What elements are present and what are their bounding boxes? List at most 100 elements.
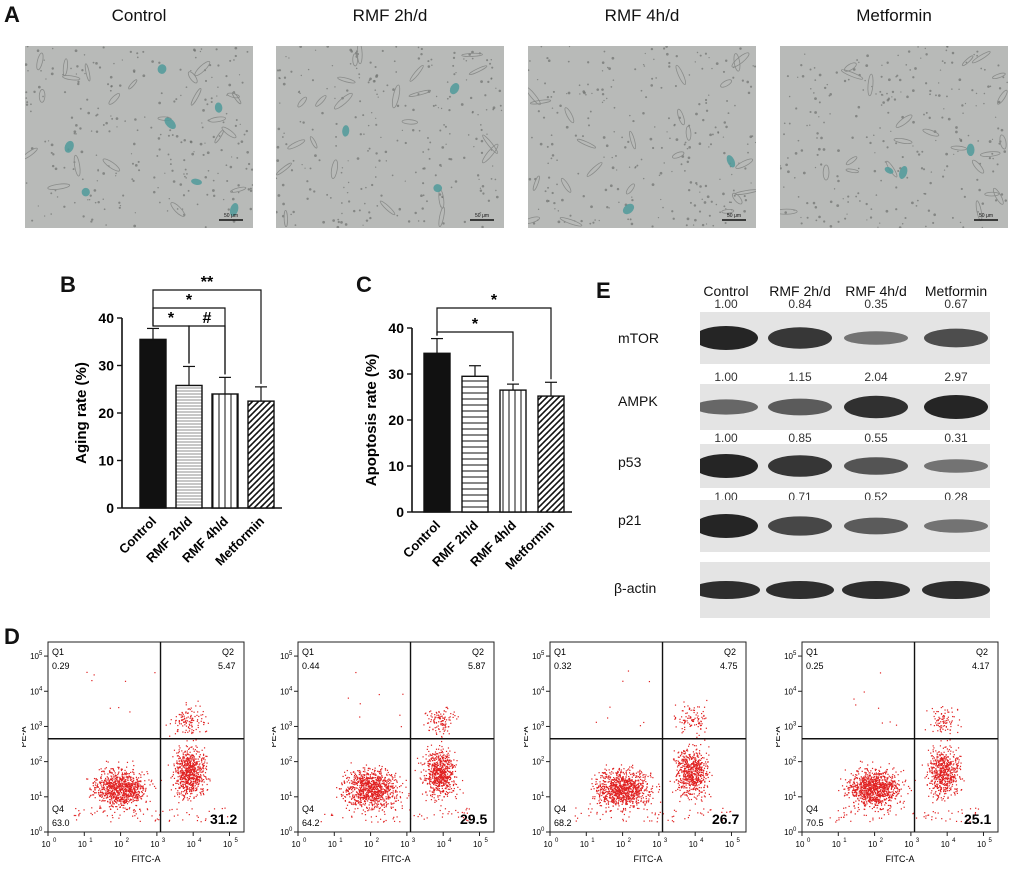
q2-value: 5.47 <box>218 661 236 671</box>
y-tick-exponent: 4 <box>39 686 43 692</box>
x-tick-label: 10 <box>904 840 913 849</box>
band <box>768 516 832 535</box>
scale-bar-label: 50 μm <box>727 213 741 219</box>
q1-value: 0.32 <box>554 661 572 671</box>
significance-bracket-3 <box>189 326 225 374</box>
y-tick-label: 40 <box>388 320 404 336</box>
x-tick-exponent: 5 <box>988 838 992 844</box>
x-tick-exponent: 2 <box>126 838 130 844</box>
y-tick-exponent: 4 <box>541 686 545 692</box>
x-tick-exponent: 4 <box>448 838 452 844</box>
x-tick-exponent: 5 <box>484 838 488 844</box>
x-tick-exponent: 1 <box>339 838 343 844</box>
y-tick-exponent: 5 <box>289 651 293 657</box>
band-value-2: 0.35 <box>846 297 906 311</box>
y-tick-exponent: 5 <box>793 651 797 657</box>
x-axis-label: FITC-A <box>886 854 915 864</box>
band-value-1: 0.85 <box>770 431 830 445</box>
band <box>924 519 988 533</box>
x-tick-exponent: 1 <box>843 838 847 844</box>
y-tick-exponent: 0 <box>541 827 545 833</box>
y-tick-exponent: 1 <box>289 792 293 798</box>
y-tick-label: 30 <box>388 366 404 382</box>
band-value-3: 0.31 <box>926 431 986 445</box>
significance-mark-0: ** <box>201 274 214 291</box>
y-tick-label: 10 <box>98 453 114 469</box>
q4-label: Q4 <box>302 804 314 814</box>
blot-strip-p53 <box>700 444 990 488</box>
y-axis-label: Apoptosis rate (%) <box>363 354 380 487</box>
blot-strip-mtor <box>700 312 990 364</box>
bar-2 <box>500 390 526 512</box>
band <box>768 399 832 416</box>
x-tick-label: 10 <box>796 840 805 849</box>
plot-frame <box>48 642 244 832</box>
panel-d-label: D <box>4 624 20 650</box>
y-tick-exponent: 2 <box>289 757 293 763</box>
y-tick-label: 20 <box>98 405 114 421</box>
y-tick-label: 30 <box>98 358 114 374</box>
band <box>924 329 988 348</box>
microscopy-title-0: Control <box>25 6 253 26</box>
bar-3 <box>538 396 564 512</box>
q2-value: 5.87 <box>468 661 486 671</box>
x-tick-exponent: 2 <box>880 838 884 844</box>
x-tick-label: 10 <box>473 840 482 849</box>
q3-value: 31.2 <box>210 811 237 827</box>
q4-value: 64.2 <box>302 818 320 828</box>
bar-3 <box>248 401 274 508</box>
significance-bracket-0 <box>153 290 261 384</box>
scale-bar-label: 50 μm <box>475 213 489 219</box>
significance-mark-3: # <box>203 310 212 327</box>
x-tick-exponent: 1 <box>89 838 93 844</box>
x-axis-label: FITC-A <box>132 854 161 864</box>
scale-bar-label: 50 μm <box>224 213 238 219</box>
q1-value: 0.25 <box>806 661 824 671</box>
band-value-1: 0.84 <box>770 297 830 311</box>
microscopy-title-1: RMF 2h/d <box>276 6 504 26</box>
x-axis-label: FITC-A <box>382 854 411 864</box>
x-tick-label: 10 <box>725 840 734 849</box>
band-value-3: 0.67 <box>926 297 986 311</box>
y-tick-exponent: 1 <box>793 792 797 798</box>
x-tick-exponent: 3 <box>664 838 668 844</box>
bar-1 <box>176 385 202 508</box>
x-tick-label: 10 <box>689 840 698 849</box>
y-tick-label: 10 <box>388 458 404 474</box>
band-value-1: 1.15 <box>770 370 830 384</box>
y-tick-exponent: 0 <box>39 827 43 833</box>
protein-label-p21: p21 <box>618 512 641 528</box>
q4-label: Q4 <box>806 804 818 814</box>
q2-label: Q2 <box>724 647 736 657</box>
q2-label: Q2 <box>472 647 484 657</box>
bar-0 <box>424 353 450 512</box>
x-tick-label: 10 <box>42 840 51 849</box>
y-axis-label: PE-A <box>776 726 782 747</box>
x-tick-label: 10 <box>868 840 877 849</box>
q2-value: 4.75 <box>720 661 738 671</box>
y-tick-exponent: 1 <box>39 792 43 798</box>
plot-frame <box>802 642 998 832</box>
q1-label: Q1 <box>554 647 566 657</box>
protein-label-ampk: AMPK <box>618 393 658 409</box>
band-value-2: 2.04 <box>846 370 906 384</box>
band <box>768 455 832 477</box>
microscopy-title-3: Metformin <box>780 6 1008 26</box>
y-tick-exponent: 2 <box>541 757 545 763</box>
x-tick-exponent: 2 <box>376 838 380 844</box>
microscopy-image-2: 50 μm <box>528 46 756 228</box>
x-tick-exponent: 3 <box>412 838 416 844</box>
y-tick-label: 20 <box>388 412 404 428</box>
q3-value: 29.5 <box>460 811 487 827</box>
y-tick-exponent: 3 <box>541 721 545 727</box>
x-tick-exponent: 0 <box>555 838 559 844</box>
y-tick-exponent: 5 <box>541 651 545 657</box>
y-axis-label: PE-A <box>22 726 28 747</box>
q4-value: 63.0 <box>52 818 70 828</box>
significance-mark-2: * <box>168 310 175 327</box>
significance-mark-1: * <box>186 292 193 309</box>
